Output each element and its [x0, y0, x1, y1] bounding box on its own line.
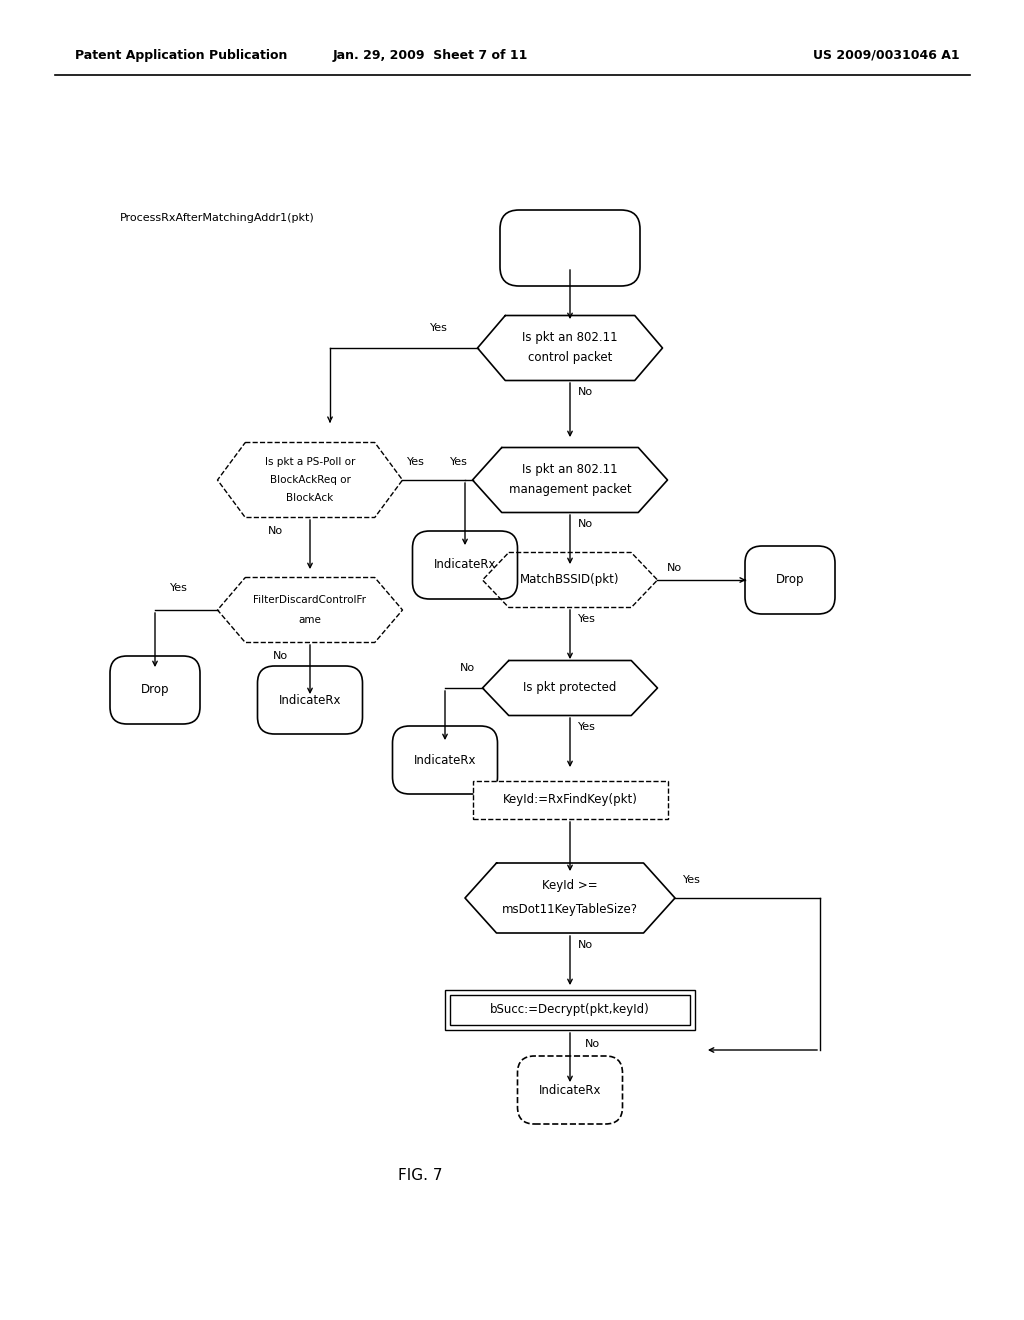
Text: Yes: Yes: [170, 583, 188, 593]
Text: BlockAck: BlockAck: [287, 492, 334, 503]
Text: No: No: [667, 564, 682, 573]
Text: control packet: control packet: [527, 351, 612, 364]
Text: IndicateRx: IndicateRx: [539, 1084, 601, 1097]
Text: FilterDiscardControlFr: FilterDiscardControlFr: [254, 595, 367, 605]
Text: Yes: Yes: [407, 457, 425, 467]
Text: No: No: [267, 525, 283, 536]
Text: Yes: Yes: [451, 457, 468, 467]
Text: No: No: [578, 519, 593, 529]
Text: management packet: management packet: [509, 483, 632, 496]
Bar: [450, 995, 690, 1026]
FancyBboxPatch shape: [110, 656, 200, 723]
Text: KeyId >=: KeyId >=: [542, 879, 598, 892]
Text: Drop: Drop: [140, 684, 169, 697]
Text: ame: ame: [299, 615, 322, 624]
Text: IndicateRx: IndicateRx: [434, 558, 497, 572]
FancyBboxPatch shape: [257, 667, 362, 734]
Text: US 2009/0031046 A1: US 2009/0031046 A1: [813, 49, 961, 62]
Bar: [445, 990, 695, 1030]
Text: Yes: Yes: [683, 875, 700, 884]
FancyBboxPatch shape: [745, 546, 835, 614]
Text: No: No: [578, 940, 593, 950]
FancyBboxPatch shape: [500, 210, 640, 286]
Text: BlockAckReq or: BlockAckReq or: [269, 475, 350, 484]
Text: No: No: [578, 387, 593, 397]
FancyBboxPatch shape: [517, 1056, 623, 1125]
Text: Is pkt an 802.11: Is pkt an 802.11: [522, 463, 617, 477]
Text: bSucc:=Decrypt(pkt,keyId): bSucc:=Decrypt(pkt,keyId): [490, 1003, 650, 1016]
Text: Yes: Yes: [430, 323, 449, 333]
Text: IndicateRx: IndicateRx: [279, 693, 341, 706]
Text: No: No: [272, 651, 288, 661]
Text: No: No: [585, 1039, 600, 1049]
FancyBboxPatch shape: [392, 726, 498, 795]
Text: Yes: Yes: [578, 614, 596, 624]
Text: Yes: Yes: [578, 722, 596, 733]
Text: Is pkt protected: Is pkt protected: [523, 681, 616, 694]
Text: KeyId:=RxFindKey(pkt): KeyId:=RxFindKey(pkt): [503, 793, 637, 807]
Text: ProcessRxAfterMatchingAddr1(pkt): ProcessRxAfterMatchingAddr1(pkt): [120, 213, 314, 223]
Text: IndicateRx: IndicateRx: [414, 754, 476, 767]
Text: Jan. 29, 2009  Sheet 7 of 11: Jan. 29, 2009 Sheet 7 of 11: [333, 49, 527, 62]
Text: msDot11KeyTableSize?: msDot11KeyTableSize?: [502, 903, 638, 916]
Text: Patent Application Publication: Patent Application Publication: [75, 49, 288, 62]
Text: No: No: [460, 663, 475, 673]
Text: Drop: Drop: [776, 573, 804, 586]
Text: MatchBSSID(pkt): MatchBSSID(pkt): [520, 573, 620, 586]
Text: Is pkt a PS-Poll or: Is pkt a PS-Poll or: [265, 457, 355, 467]
Text: FIG. 7: FIG. 7: [397, 1167, 442, 1183]
Text: Is pkt an 802.11: Is pkt an 802.11: [522, 331, 617, 345]
FancyBboxPatch shape: [413, 531, 517, 599]
Bar: [472, 781, 668, 818]
